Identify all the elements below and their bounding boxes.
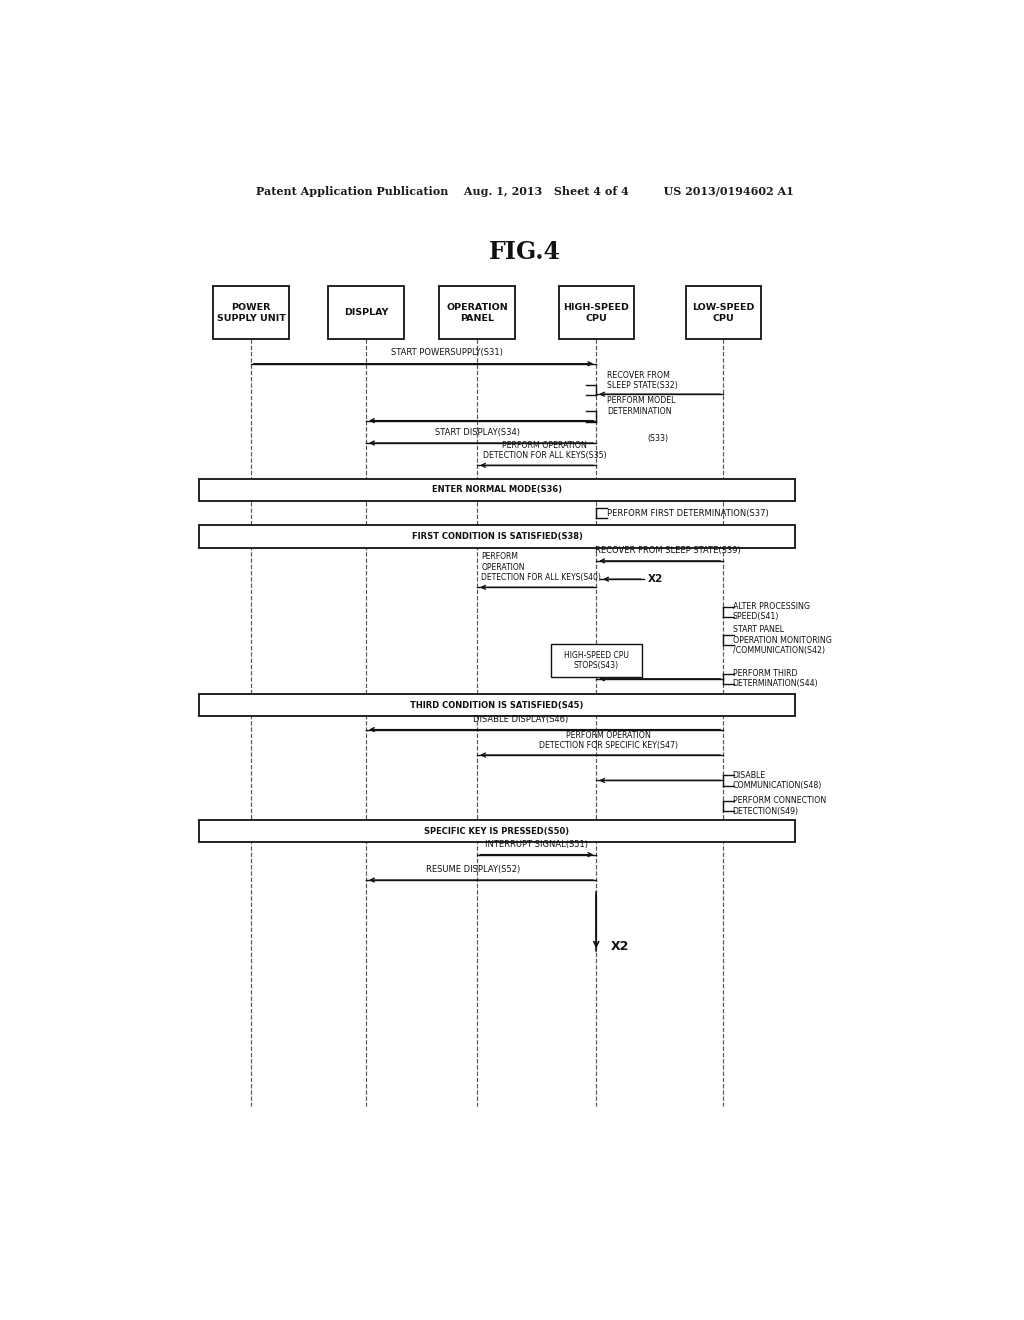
Text: DISABLE
COMMUNICATION(S48): DISABLE COMMUNICATION(S48): [733, 771, 822, 791]
Text: START PANEL
OPERATION MONITORING
/COMMUNICATION(S42): START PANEL OPERATION MONITORING /COMMUN…: [733, 626, 831, 655]
Bar: [200, 694, 795, 717]
Bar: [200, 525, 795, 548]
Text: ALTER PROCESSING
SPEED(S41): ALTER PROCESSING SPEED(S41): [733, 602, 810, 622]
Text: RECOVER FROM
SLEEP STATE(S32): RECOVER FROM SLEEP STATE(S32): [607, 371, 678, 391]
Bar: [213, 286, 289, 339]
Bar: [329, 286, 403, 339]
Text: DISPLAY: DISPLAY: [344, 309, 388, 317]
Text: PERFORM MODEL
DETERMINATION: PERFORM MODEL DETERMINATION: [607, 396, 676, 416]
Text: FIG.4: FIG.4: [488, 240, 561, 264]
Text: PERFORM
OPERATION
DETECTION FOR ALL KEYS(S40): PERFORM OPERATION DETECTION FOR ALL KEYS…: [481, 553, 601, 582]
Text: LOW-SPEED
CPU: LOW-SPEED CPU: [692, 304, 755, 322]
Text: POWER
SUPPLY UNIT: POWER SUPPLY UNIT: [216, 304, 286, 322]
Text: PERFORM OPERATION
DETECTION FOR ALL KEYS(S35): PERFORM OPERATION DETECTION FOR ALL KEYS…: [483, 441, 606, 461]
Bar: [551, 644, 642, 677]
Text: PERFORM OPERATION
DETECTION FOR SPECIFIC KEY(S47): PERFORM OPERATION DETECTION FOR SPECIFIC…: [539, 730, 678, 750]
Bar: [685, 286, 761, 339]
Text: ENTER NORMAL MODE(S36): ENTER NORMAL MODE(S36): [432, 486, 562, 494]
Text: X2: X2: [610, 940, 629, 953]
Text: FIRST CONDITION IS SATISFIED(S38): FIRST CONDITION IS SATISFIED(S38): [412, 532, 583, 541]
Text: THIRD CONDITION IS SATISFIED(S45): THIRD CONDITION IS SATISFIED(S45): [411, 701, 584, 710]
Text: Patent Application Publication    Aug. 1, 2013   Sheet 4 of 4         US 2013/01: Patent Application Publication Aug. 1, 2…: [256, 186, 794, 198]
Bar: [558, 286, 634, 339]
Text: PERFORM THIRD
DETERMINATION(S44): PERFORM THIRD DETERMINATION(S44): [733, 669, 818, 689]
Text: PERFORM CONNECTION
DETECTION(S49): PERFORM CONNECTION DETECTION(S49): [733, 796, 826, 816]
Text: RECOVER FROM SLEEP STATE(S39): RECOVER FROM SLEEP STATE(S39): [595, 545, 740, 554]
Text: START POWERSUPPLY(S31): START POWERSUPPLY(S31): [391, 347, 504, 356]
Text: HIGH-SPEED CPU
STOPS(S43): HIGH-SPEED CPU STOPS(S43): [564, 651, 629, 671]
Text: START DISPLAY(S34): START DISPLAY(S34): [434, 428, 520, 437]
Text: PERFORM FIRST DETERMINATION(S37): PERFORM FIRST DETERMINATION(S37): [607, 508, 769, 517]
Bar: [200, 820, 795, 842]
Bar: [200, 479, 795, 500]
Text: INTERRUPT SIGNAL(S51): INTERRUPT SIGNAL(S51): [485, 840, 588, 849]
Text: OPERATION
PANEL: OPERATION PANEL: [446, 304, 508, 322]
Text: RESUME DISPLAY(S52): RESUME DISPLAY(S52): [426, 865, 520, 874]
Text: X2: X2: [648, 574, 664, 585]
Bar: [439, 286, 515, 339]
Text: (S33): (S33): [648, 434, 669, 442]
Text: HIGH-SPEED
CPU: HIGH-SPEED CPU: [563, 304, 629, 322]
Text: DISABLE DISPLAY(S46): DISABLE DISPLAY(S46): [473, 714, 568, 723]
Text: SPECIFIC KEY IS PRESSED(S50): SPECIFIC KEY IS PRESSED(S50): [425, 826, 569, 836]
